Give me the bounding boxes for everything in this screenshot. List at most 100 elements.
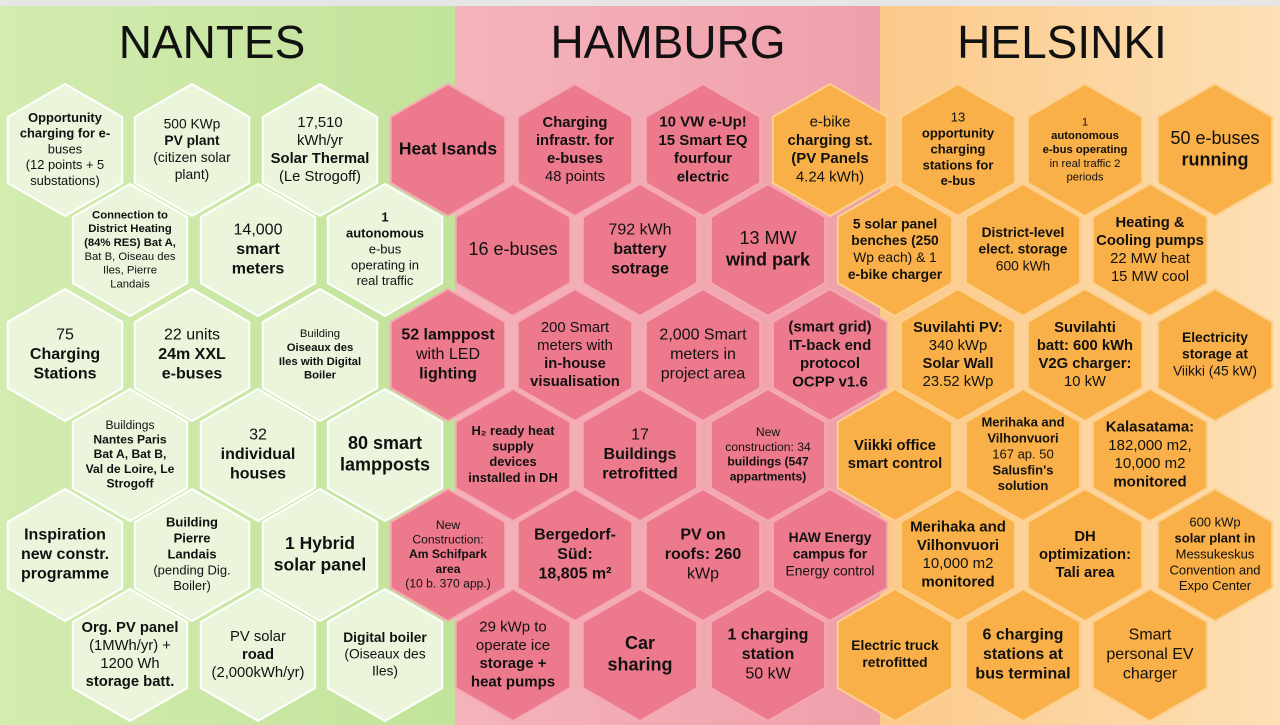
hex-text: 1 [381,210,388,225]
hexagon [1156,487,1274,623]
hex-text: charging for e- [20,126,110,141]
hexagon [516,287,634,423]
hex-text: autonomous [1051,130,1119,142]
hex-text: meters [232,261,285,278]
hexagon [771,82,889,218]
hexagon [1156,82,1274,218]
hex-text: visualisation [530,374,620,390]
hex-text: District-level [982,225,1065,240]
hex-text: Bergedorf- [534,527,616,544]
hex-text: station [742,646,794,663]
hexagon [1026,287,1144,423]
hexagon [771,487,889,623]
hex-text: Stations [33,366,96,383]
hex-text: in-house [544,356,606,372]
hex-text: Viikki office [854,438,936,454]
hex-text: project area [661,366,746,383]
hexagon [771,287,889,423]
hex-text: Org. PV panel [81,620,178,636]
hex-text: operating in [351,257,419,272]
hex-text: Val de Loire, Le [86,462,175,476]
hex-text: Suvilahti [1054,320,1116,336]
hex-text: 29 kWp to [479,619,547,636]
hex-text: running [1182,150,1249,170]
hexagon [454,182,572,318]
hex-text: 22 units [164,327,220,344]
hexagon [1026,487,1144,623]
hex-text: infrastr. for [536,133,614,149]
hex-text: opportunity [922,126,995,141]
hex-text: 13 MW [739,228,796,248]
hex-text: (2,000kWh/yr) [212,665,305,681]
hex-text: retrofitted [602,466,678,483]
hex-text: 1200 Wh [100,656,159,672]
hex-text: heat pumps [471,673,555,690]
hex-text: 18,805 m² [539,566,612,583]
hex-text: charging st. [787,132,872,149]
hex-text: campus for [793,547,868,562]
hex-text: substations) [30,173,100,188]
hex-text: 23.52 kWp [923,374,994,390]
hex-text: Oiseaux des [287,342,354,354]
hex-text: stations for [923,157,994,172]
hex-text: 13 [951,110,965,125]
hexagon [326,587,444,723]
hexagon [6,487,124,623]
hex-text: Heat Isands [399,139,497,159]
hex-text: Connection to [92,209,168,221]
hexagon [261,487,379,623]
city-title: NANTES [119,16,306,68]
hex-text: with LED [415,346,480,363]
hexagon [836,587,954,723]
hexagon [389,287,507,423]
hexagon [899,82,1017,218]
hex-text: 5 solar panel [853,216,937,231]
hex-text: protocol [800,355,860,372]
hexagon [581,387,699,523]
hex-text: supply [492,439,534,454]
hex-text: PV solar [230,629,286,645]
hex-text: fourfour [674,150,732,167]
hex-text: Building [166,515,218,530]
hex-text: 32 [249,427,267,444]
hex-text: 15 Smart EQ [658,132,748,149]
hex-text: Bat A, Bat B, [94,447,167,461]
hexagon [964,182,1082,318]
hexagon [1026,82,1144,218]
hexagon [516,82,634,218]
hex-text: Salusfin's [993,462,1054,477]
hex-text: 15 MW cool [1111,269,1189,285]
hex-text: (10 b. 370 app.) [405,577,490,591]
hex-text: sharing [607,655,672,675]
hex-text: 600 kWp [1189,515,1240,530]
hex-text: 10 kW [1064,374,1106,390]
hex-text: monitored [921,573,994,590]
hex-text: in real traffic 2 [1050,158,1121,170]
hexagon [581,182,699,318]
hex-text: Building [300,328,340,340]
hexagon [964,387,1082,523]
hex-text: New [436,518,460,532]
hex-text: PV plant [164,133,220,148]
hex-text: 75 [56,327,74,344]
hexagon [71,587,189,723]
hex-text: 2,000 Smart [659,327,747,344]
hex-text: electric [677,168,730,185]
hex-text: appartments) [730,469,807,483]
hex-text: (12 points + 5 [26,157,104,172]
hex-text: (84% RES) Bat A, [84,237,176,249]
hexagon [899,487,1017,623]
hex-text: optimization: [1039,547,1131,563]
hex-text: retrofitted [862,655,927,670]
hex-text: Construction: [412,532,483,546]
hex-text: lampposts [340,455,430,475]
hex-text: construction: 34 [725,440,811,454]
hex-text: installed in DH [468,470,558,485]
hexagon [199,587,317,723]
hex-text: 24m XXL [158,346,226,363]
hex-text: Iles with Digital [279,356,361,368]
hex-text: 6 charging [983,627,1064,644]
hexagon [199,182,317,318]
hexagon [709,182,827,318]
